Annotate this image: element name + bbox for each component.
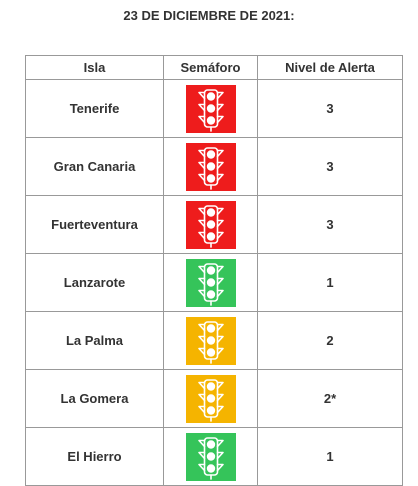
- traffic-light-cell: [163, 311, 258, 370]
- traffic-light-icon: [185, 200, 236, 249]
- table-row: Tenerife 3: [25, 79, 403, 138]
- page-title: 23 DE DICIEMBRE DE 2021:: [123, 8, 295, 23]
- traffic-light-icon-graphic: [185, 374, 236, 423]
- alert-level: 3: [257, 195, 403, 254]
- traffic-light-icon-graphic: [185, 84, 236, 133]
- traffic-light-cell: [163, 427, 258, 486]
- table-header-row: Isla Semáforo Nivel de Alerta: [25, 55, 403, 80]
- alert-level: 3: [257, 137, 403, 196]
- alert-level: 1: [257, 253, 403, 312]
- table-row: El Hierro 1: [25, 427, 403, 486]
- traffic-light-cell: [163, 253, 258, 312]
- island-name: Gran Canaria: [25, 137, 164, 196]
- alert-level: 1: [257, 427, 403, 486]
- column-header-isla: Isla: [25, 55, 164, 80]
- traffic-light-icon-graphic: [185, 142, 236, 191]
- table-row: La Palma 2: [25, 311, 403, 370]
- table-row: Fuerteventura 3: [25, 195, 403, 254]
- traffic-light-cell: [163, 195, 258, 254]
- island-name: Fuerteventura: [25, 195, 164, 254]
- traffic-light-icon-graphic: [185, 200, 236, 249]
- traffic-light-icon-graphic: [185, 316, 236, 365]
- table-row: La Gomera 2*: [25, 369, 403, 428]
- traffic-light-icon: [185, 316, 236, 365]
- traffic-light-icon-graphic: [185, 432, 236, 481]
- island-name: La Gomera: [25, 369, 164, 428]
- alert-level-table: Isla Semáforo Nivel de Alerta Tenerife 3…: [25, 55, 403, 486]
- island-name: El Hierro: [25, 427, 164, 486]
- column-header-nivel: Nivel de Alerta: [257, 55, 403, 80]
- traffic-light-icon: [185, 374, 236, 423]
- traffic-light-icon: [185, 142, 236, 191]
- traffic-light-icon: [185, 84, 236, 133]
- table-row: Gran Canaria 3: [25, 137, 403, 196]
- traffic-light-cell: [163, 369, 258, 428]
- alert-level: 2*: [257, 369, 403, 428]
- island-name: Tenerife: [25, 79, 164, 138]
- island-name: Lanzarote: [25, 253, 164, 312]
- traffic-light-icon-graphic: [185, 258, 236, 307]
- island-name: La Palma: [25, 311, 164, 370]
- traffic-light-icon: [185, 432, 236, 481]
- column-header-semaforo: Semáforo: [163, 55, 258, 80]
- traffic-light-cell: [163, 137, 258, 196]
- alert-level: 2: [257, 311, 403, 370]
- traffic-light-cell: [163, 79, 258, 138]
- alert-level: 3: [257, 79, 403, 138]
- traffic-light-icon: [185, 258, 236, 307]
- table-row: Lanzarote 1: [25, 253, 403, 312]
